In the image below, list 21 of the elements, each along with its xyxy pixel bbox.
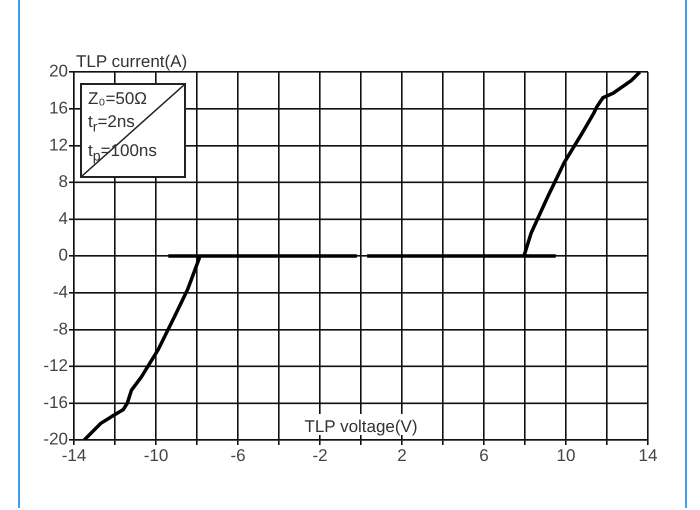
x-tick-label: -6 [230,446,246,465]
y-axis-title: TLP current(A) [76,52,188,71]
y-tick-label: 20 [49,62,68,81]
y-tick-label: 0 [58,246,68,265]
y-tick-label: -4 [52,282,68,302]
x-tick-label: 2 [397,446,407,465]
annotation: t$_{r}$=2ns [88,111,136,138]
x-tick-label: 10 [556,446,576,465]
x-tick-label: 14 [638,446,658,465]
x-tick-label: 6 [479,446,489,465]
y-tick-label: 12 [49,135,68,154]
y-tick-label: 16 [49,98,68,118]
x-tick-label: -10 [144,446,168,465]
annotation: Z₀=50Ω [88,88,148,110]
y-tick-label: -8 [52,319,68,338]
x-tick-label: -2 [312,446,328,465]
y-tick-label: -12 [43,356,68,376]
y-tick-label: -16 [43,392,68,412]
y-tick-label: 4 [58,208,68,228]
x-axis-title: TLP voltage(V) [304,417,418,436]
y-tick-label: 8 [58,172,68,192]
